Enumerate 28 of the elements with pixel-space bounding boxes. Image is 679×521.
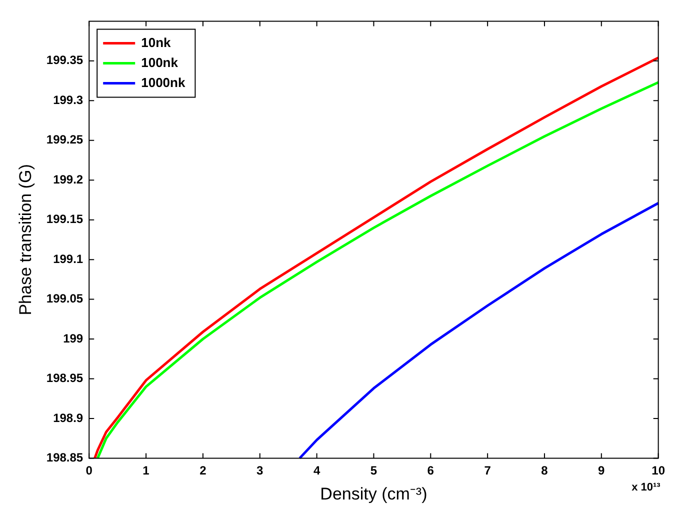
y-tick-label: 199.2 [53, 172, 84, 186]
x-tick-label: 2 [200, 464, 207, 478]
y-tick-label: 199.3 [53, 92, 84, 107]
x-tick-label: 8 [541, 464, 548, 478]
y-tick-label: 199.05 [46, 292, 84, 306]
y-axis-title: Phase transition (G) [16, 164, 35, 316]
x-tick-label: 10 [652, 464, 666, 478]
x-tick-label: 4 [313, 464, 320, 478]
x-tick-label: 1 [142, 464, 150, 478]
x-tick-label: 9 [598, 464, 606, 478]
y-tick-label: 199.1 [53, 252, 84, 266]
y-tick-label: 199 [63, 331, 84, 346]
y-tick-label: 199.25 [46, 132, 84, 147]
y-tick-label: 198.95 [46, 371, 84, 386]
x-tick-label: 5 [370, 464, 378, 478]
y-tick-label: 199.15 [46, 212, 84, 226]
x-axis-title: Density (cm⁻³) [320, 484, 428, 504]
y-tick-label: 198.9 [53, 410, 84, 425]
x-tick-label: 0 [86, 464, 93, 478]
text: x 10¹³ [632, 482, 661, 494]
x-tick-label: 7 [484, 464, 492, 478]
x-tick-label: 3 [256, 464, 264, 478]
y-tick-label: 199.35 [46, 53, 84, 68]
legend-label: 100nk [141, 54, 179, 70]
legend-label: 1000nk [141, 74, 186, 90]
legend-label: 10nk [141, 34, 172, 50]
x-tick-label: 6 [427, 464, 434, 478]
y-tick-label: 198.85 [46, 450, 84, 465]
